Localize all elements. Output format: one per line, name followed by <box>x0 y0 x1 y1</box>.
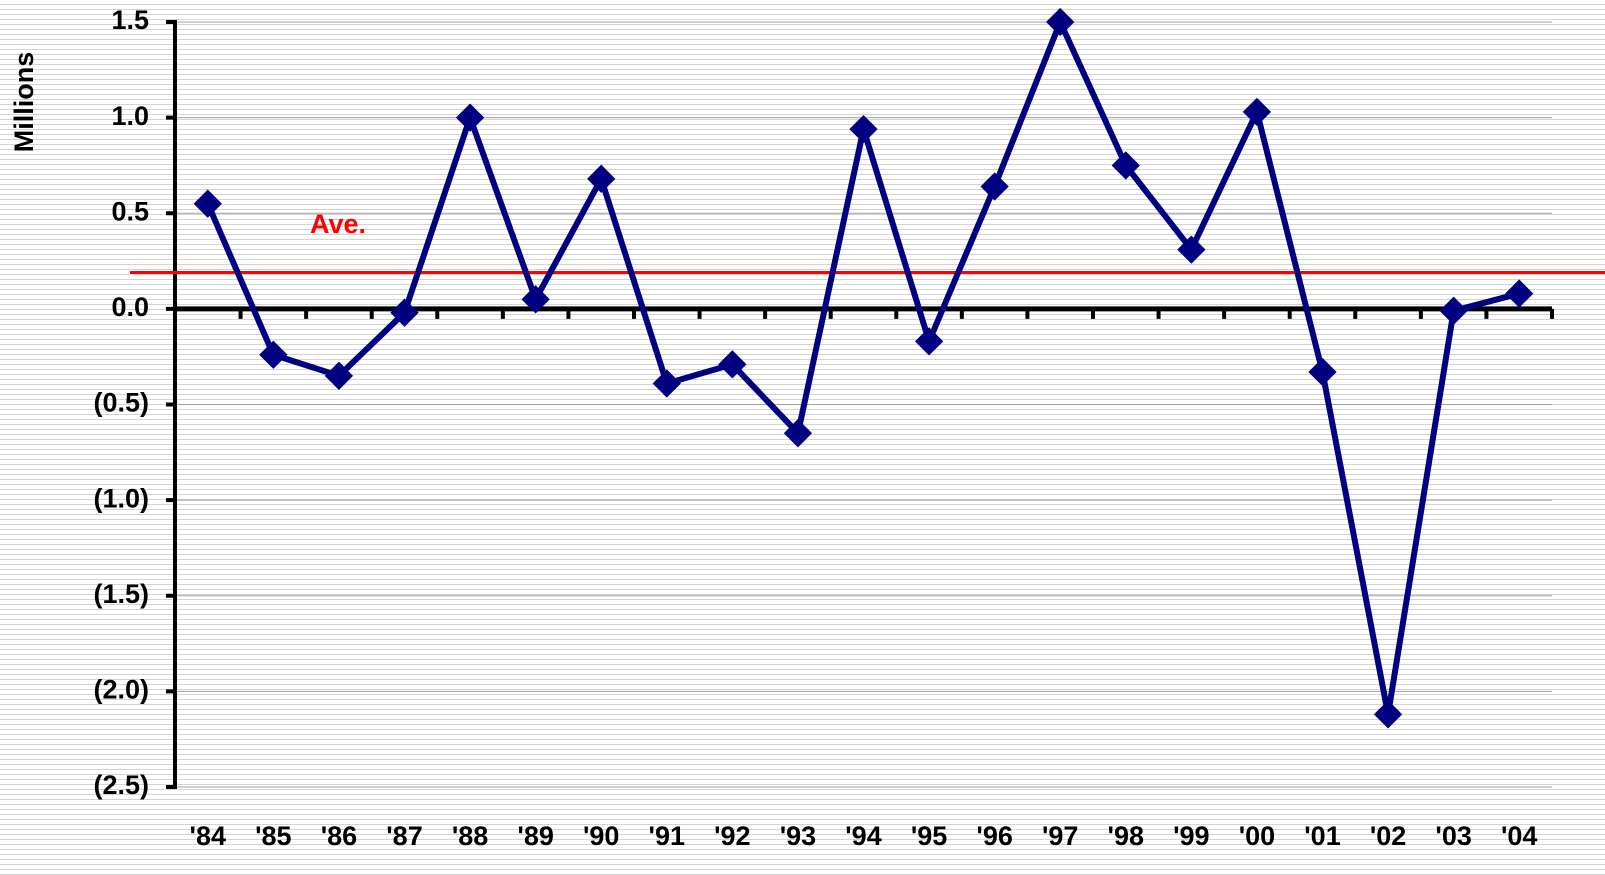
marker <box>521 285 550 314</box>
marker <box>1177 235 1206 264</box>
x-tick-label: '02 <box>1370 821 1406 851</box>
x-tick-label: '94 <box>845 821 881 851</box>
x-tick-label: '00 <box>1239 821 1275 851</box>
marker <box>783 419 813 448</box>
y-tick-label: (2.5) <box>93 770 149 800</box>
x-tick-label: '95 <box>911 821 947 851</box>
x-tick-label: '84 <box>190 821 226 851</box>
marker <box>1111 151 1140 180</box>
y-tick-label: (2.0) <box>93 675 149 705</box>
x-tick-label: '88 <box>452 821 488 851</box>
x-tick-label: '97 <box>1042 821 1078 851</box>
marker <box>1505 279 1534 308</box>
x-tick-label: '01 <box>1304 821 1340 851</box>
x-tick-label: '87 <box>386 821 422 851</box>
y-tick-label: 0.5 <box>111 196 149 226</box>
marker <box>652 369 681 398</box>
marker <box>390 298 419 327</box>
marker <box>1046 7 1075 37</box>
x-tick-label: '90 <box>583 821 619 851</box>
x-tick-label: '86 <box>321 821 357 851</box>
marker <box>587 164 616 193</box>
y-tick-label: (1.0) <box>93 483 149 513</box>
y-tick-label: (1.5) <box>93 579 149 609</box>
x-tick-label: '85 <box>255 821 291 851</box>
marker <box>1439 296 1468 325</box>
marker <box>324 361 354 390</box>
x-tick-label: '93 <box>780 821 816 851</box>
x-tick-label: '99 <box>1173 821 1209 851</box>
marker <box>718 350 747 379</box>
marker <box>980 172 1009 201</box>
y-tick-label: (0.5) <box>93 388 149 418</box>
marker <box>1242 97 1272 127</box>
y-tick-label: 0.0 <box>111 292 149 322</box>
x-tick-label: '98 <box>1108 821 1144 851</box>
marker <box>259 340 288 369</box>
y-axis-label: Millions <box>9 52 39 153</box>
x-tick-label: '04 <box>1501 821 1537 851</box>
marker <box>1373 700 1403 729</box>
x-tick-label: '89 <box>517 821 553 851</box>
x-tick-label: '03 <box>1435 821 1471 851</box>
average-label: Ave. <box>310 209 366 239</box>
marker <box>1308 357 1337 387</box>
marker <box>914 327 944 356</box>
x-tick-label: '92 <box>714 821 750 851</box>
y-tick-label: 1.0 <box>111 101 149 131</box>
marker <box>849 114 878 144</box>
y-tick-label: 1.5 <box>111 5 149 35</box>
x-tick-label: '96 <box>976 821 1012 851</box>
x-tick-label: '91 <box>649 821 685 851</box>
